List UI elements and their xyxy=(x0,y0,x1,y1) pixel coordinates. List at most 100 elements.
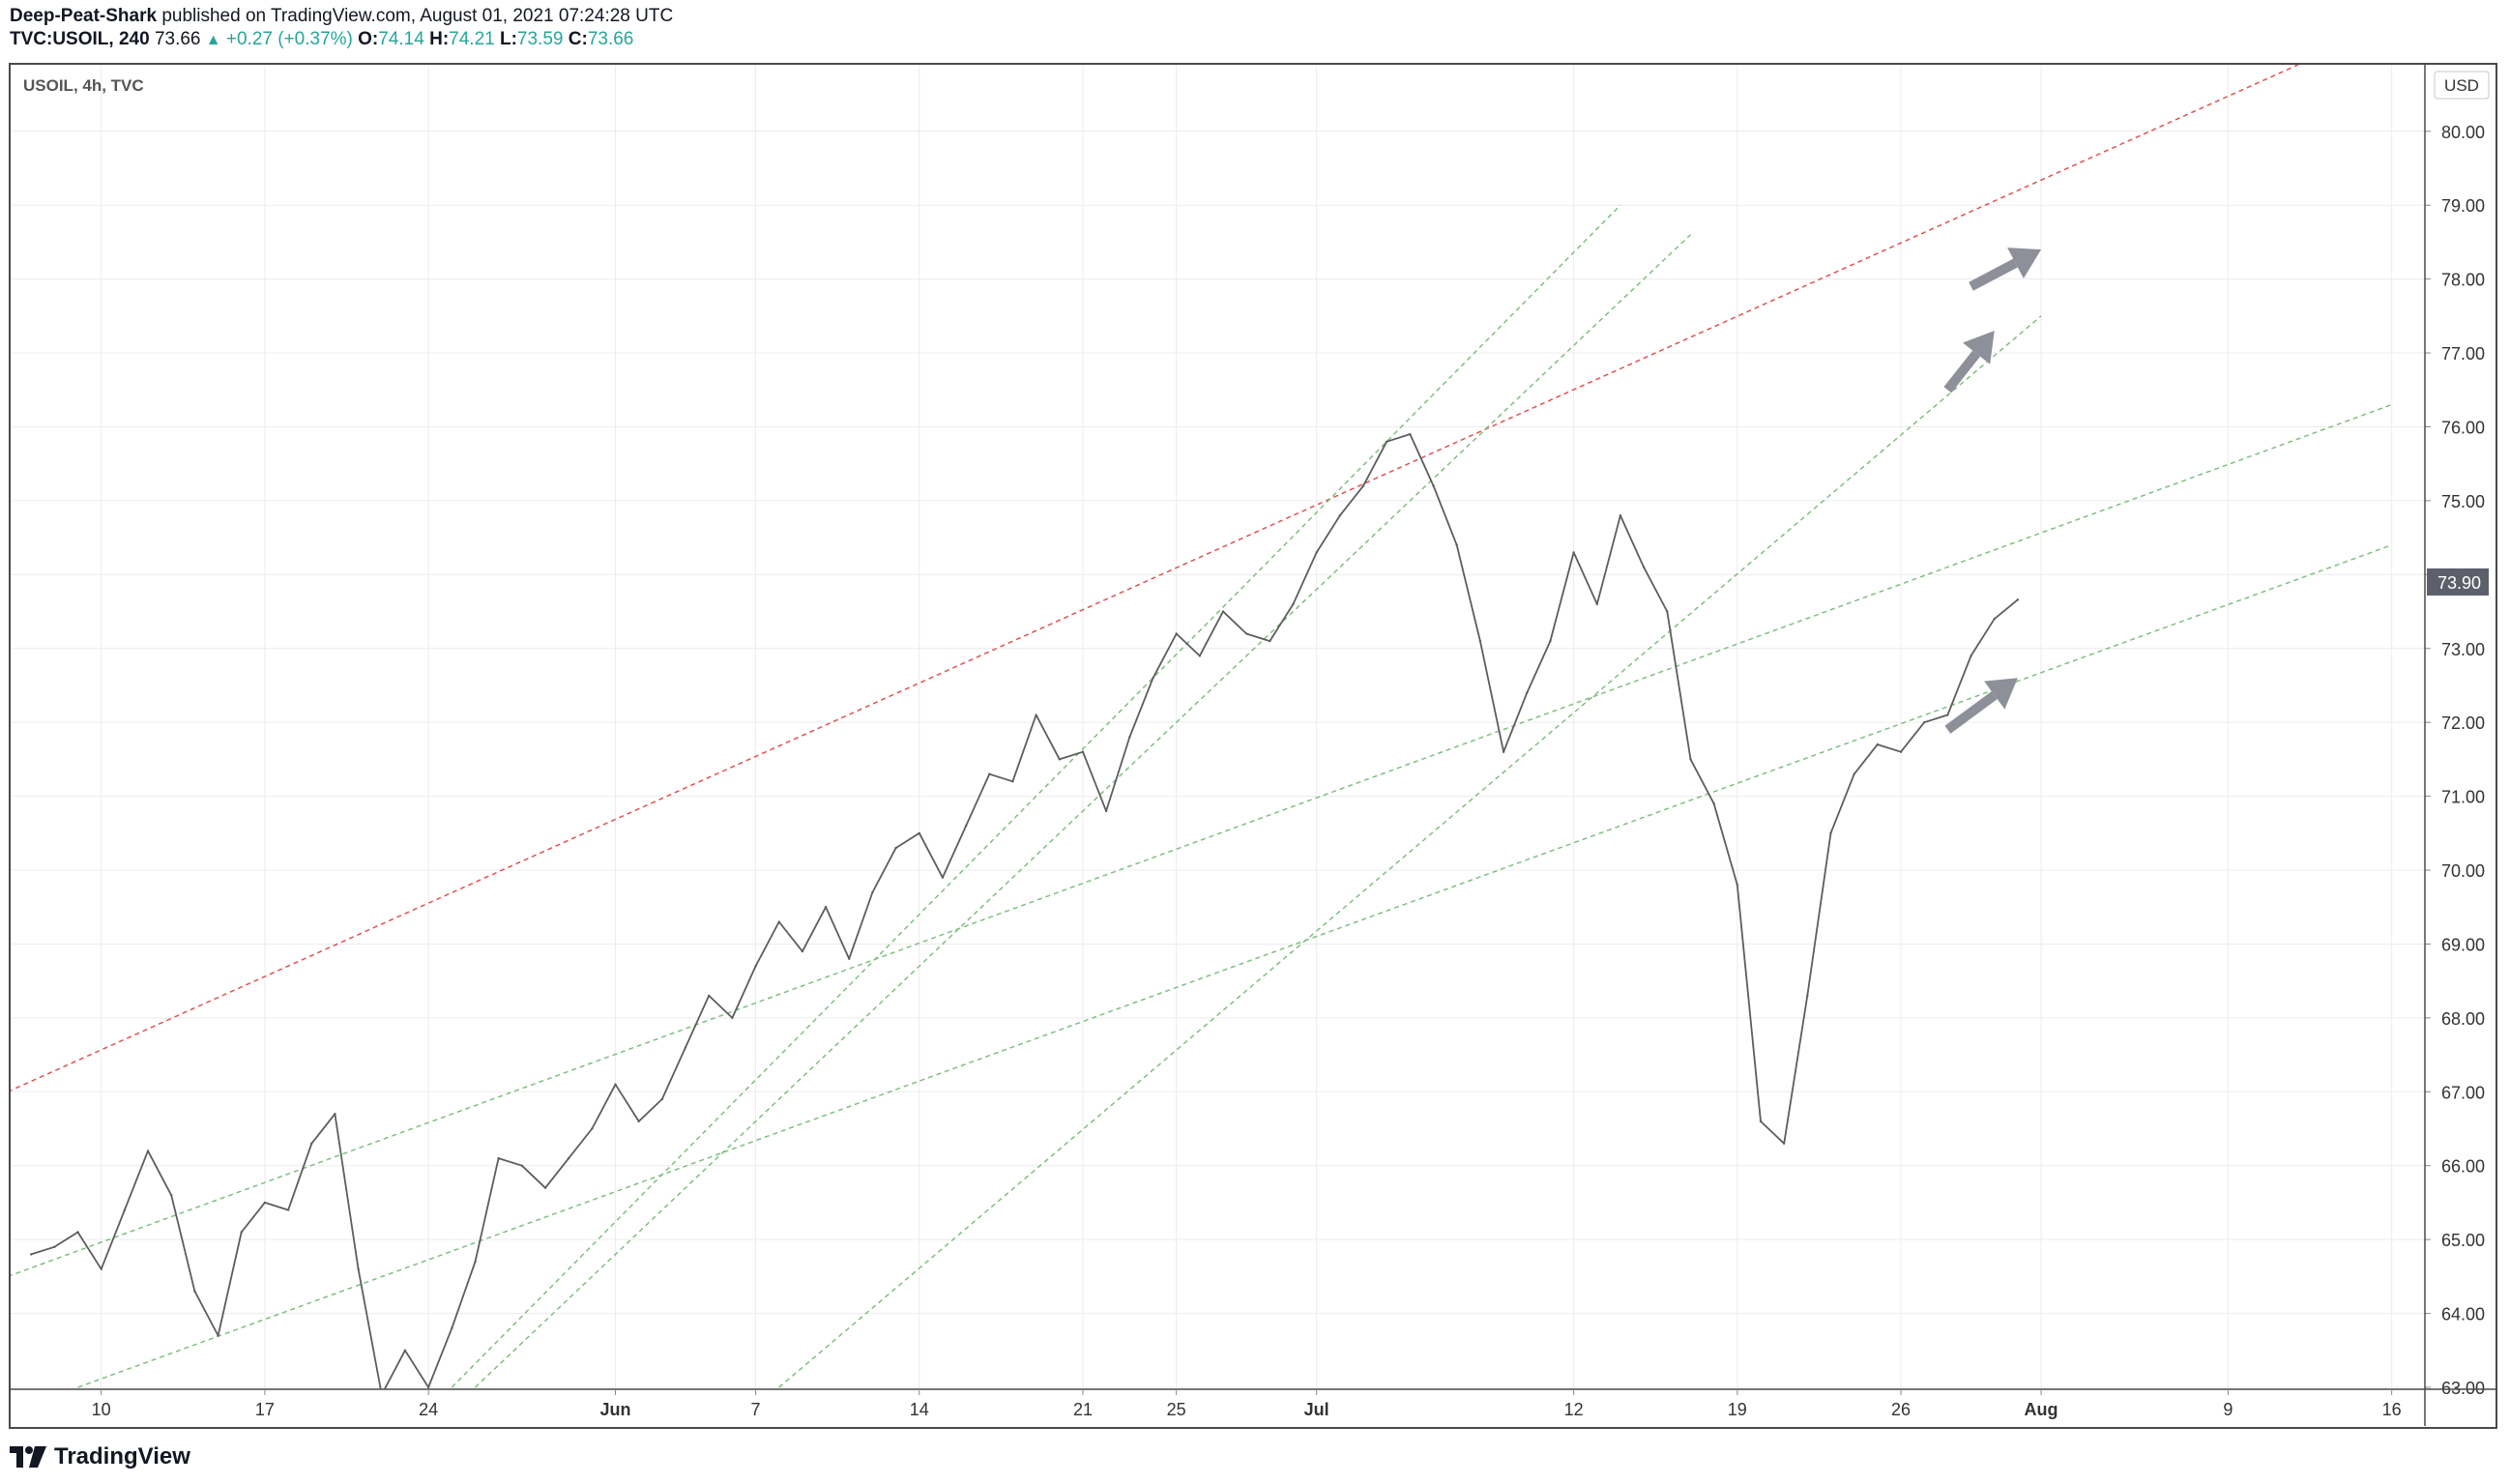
y-tick-label: 76.00 xyxy=(2441,418,2485,437)
price-point xyxy=(1619,513,1622,517)
low-value: 73.59 xyxy=(516,29,564,49)
price-point xyxy=(286,1208,290,1211)
price-point xyxy=(381,1393,383,1395)
green-trendline[interactable] xyxy=(451,204,1621,1388)
price-point xyxy=(1104,809,1108,813)
price-point xyxy=(1526,691,1529,694)
y-tick-label: 77.00 xyxy=(2441,344,2485,364)
price-point xyxy=(637,1120,640,1123)
y-tick-label: 73.00 xyxy=(2441,640,2485,659)
price-point xyxy=(1035,713,1037,716)
price-point xyxy=(1689,758,1692,761)
price-point xyxy=(777,920,780,923)
currency-label[interactable]: USD xyxy=(2444,76,2479,95)
trend-arrow-head[interactable] xyxy=(1984,678,2018,710)
price-point xyxy=(848,957,851,960)
y-tick-label: 67.00 xyxy=(2441,1083,2485,1102)
symbol-label: USOIL, 4h, TVC xyxy=(23,76,144,95)
price-point xyxy=(1876,742,1880,746)
price-point xyxy=(871,890,874,894)
price-point xyxy=(100,1267,102,1270)
price-point xyxy=(146,1149,150,1152)
x-tick-label: 14 xyxy=(910,1400,929,1419)
price-point xyxy=(1455,543,1458,546)
currency-box[interactable] xyxy=(2434,71,2490,100)
price-point xyxy=(1970,655,1972,657)
price-point xyxy=(1572,551,1575,554)
red-trendline[interactable] xyxy=(8,65,2299,1091)
price-line[interactable] xyxy=(30,433,2019,1395)
price-point xyxy=(1409,432,1412,436)
price-point xyxy=(1736,884,1739,887)
author-name[interactable]: Deep-Peat-Shark xyxy=(10,6,158,26)
green-trendline[interactable] xyxy=(778,315,2042,1388)
price-point xyxy=(1432,484,1435,487)
price-point xyxy=(941,876,945,879)
price-point xyxy=(1152,677,1154,680)
price-point xyxy=(964,824,968,828)
x-tick-label: 19 xyxy=(1728,1400,1747,1419)
last-price-tag xyxy=(2427,567,2489,596)
price-point xyxy=(403,1349,407,1352)
trend-arrow-shaft[interactable] xyxy=(1969,258,2018,291)
chart-frame[interactable] xyxy=(9,63,2497,1429)
tradingview-logo[interactable]: TradingView xyxy=(10,1443,190,1470)
x-tick-label: 16 xyxy=(2382,1400,2402,1419)
price-point xyxy=(170,1194,173,1197)
price-point xyxy=(2016,598,2020,601)
y-tick-label: 80.00 xyxy=(2441,123,2485,142)
price-point xyxy=(123,1208,127,1211)
high-value: 74.21 xyxy=(449,29,495,49)
price-point xyxy=(1806,994,1809,998)
price-point xyxy=(567,1156,570,1160)
ohlc-line: TVC:USOIL, 240 73.66 ▲ +0.27 (+0.37%) O:… xyxy=(10,29,633,50)
price-point xyxy=(240,1231,243,1234)
x-tick-label: Aug xyxy=(2025,1400,2058,1419)
open-label: O: xyxy=(358,29,379,49)
price-point xyxy=(894,846,897,850)
price-point xyxy=(1338,513,1342,517)
x-tick-label: 24 xyxy=(419,1400,438,1419)
green-trendline[interactable] xyxy=(474,234,1691,1388)
price-point xyxy=(1292,602,1295,606)
price-point xyxy=(76,1231,79,1234)
price-point xyxy=(543,1186,547,1189)
price-point xyxy=(451,1326,453,1330)
x-tick-label: 17 xyxy=(255,1400,275,1419)
price-point xyxy=(1269,639,1271,643)
y-tick-label: 72.00 xyxy=(2441,713,2485,733)
x-tick-label: 12 xyxy=(1564,1400,1584,1419)
price-point xyxy=(426,1385,430,1389)
price-point xyxy=(1175,632,1178,635)
up-triangle-icon: ▲ xyxy=(205,32,221,48)
price-point xyxy=(334,1113,336,1116)
price-point xyxy=(1829,831,1832,835)
price-point xyxy=(614,1083,617,1086)
y-tick-label: 68.00 xyxy=(2441,1009,2485,1029)
green-trendline[interactable] xyxy=(77,544,2392,1388)
x-tick-label: 9 xyxy=(2223,1400,2233,1419)
price-point xyxy=(1595,602,1598,606)
published-text: published on TradingView.com, August 01,… xyxy=(161,6,674,26)
price-point xyxy=(193,1290,196,1293)
y-tick-label: 69.00 xyxy=(2441,935,2485,954)
trend-arrow-shaft[interactable] xyxy=(1943,350,1981,393)
y-tick-label: 75.00 xyxy=(2441,492,2485,511)
price-point xyxy=(1899,750,1903,753)
y-tick-label: 65.00 xyxy=(2441,1231,2485,1250)
y-tick-label: 63.00 xyxy=(2441,1379,2485,1398)
price-point xyxy=(53,1245,56,1248)
trend-arrow-head[interactable] xyxy=(1963,331,1995,364)
ticker-label: TVC:USOIL, 240 xyxy=(10,29,150,49)
price-point xyxy=(1853,772,1855,775)
price-point xyxy=(29,1253,33,1256)
tradingview-logo-icon xyxy=(10,1446,46,1468)
green-trendline[interactable] xyxy=(8,403,2392,1277)
trend-arrow-shaft[interactable] xyxy=(1944,691,1998,734)
trend-arrow-head[interactable] xyxy=(2007,247,2042,278)
price-point xyxy=(988,772,991,775)
price-point xyxy=(1315,551,1318,554)
price-point xyxy=(1221,610,1225,613)
price-point xyxy=(1244,632,1248,635)
